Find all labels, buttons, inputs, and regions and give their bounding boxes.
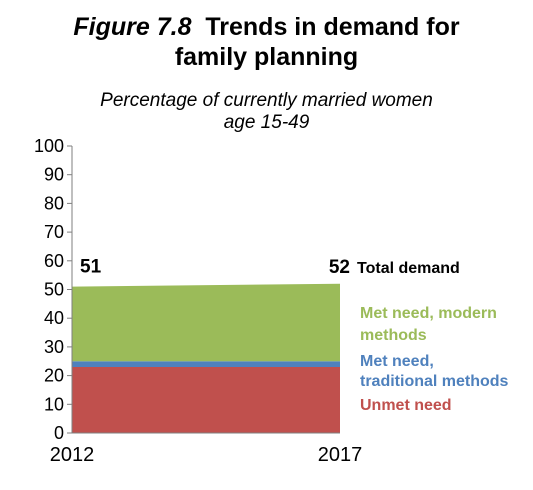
total-demand-2012-label: 51 [80,257,102,278]
area-layers [72,283,340,433]
title-text-1: Trends in demand for [205,13,460,41]
area-met-need-traditional-methods [72,361,340,367]
y-tick-label: 70 [44,222,64,242]
y-tick-label: 20 [44,366,64,386]
figure-number: Figure 7.8 [73,13,192,41]
total-demand-2017-label: 52 [329,257,350,278]
x-tick-label: 2012 [50,444,95,466]
legend-modern-line2: methods [360,327,427,344]
legend-traditional-line2: traditional methods [360,373,509,390]
x-tick-label: 2017 [318,444,363,466]
area-met-need-modern-methods [72,283,340,362]
total-demand-label: Total demand [357,260,460,277]
y-tick-label: 0 [54,423,64,443]
chart-subtitle-line2: age 15-49 [223,112,310,133]
chart-title-line1: Figure 7.8 Trends in demand for [0,12,533,42]
y-tick-label: 80 [44,193,64,213]
chart-title-line2: family planning [174,43,359,71]
y-tick-label: 50 [44,280,64,300]
y-tick-label: 100 [34,136,64,156]
y-tick-labels: 0 10 20 30 40 50 60 70 80 90 100 [34,136,72,443]
y-tick-label: 60 [44,251,64,271]
y-tick-label: 30 [44,337,64,357]
y-tick-label: 40 [44,308,64,328]
chart-subtitle-line1: Percentage of currently married women [100,90,433,111]
legend-unmet-need: Unmet need [360,397,452,414]
area-unmet-need [72,366,340,433]
legend-traditional-line1: Met need, [360,353,434,370]
y-tick-label: 10 [44,394,64,414]
y-tick-label: 90 [44,165,64,185]
x-tick-labels: 2012 2017 [50,444,363,466]
legend-modern-line1: Met need, modern [360,305,497,322]
